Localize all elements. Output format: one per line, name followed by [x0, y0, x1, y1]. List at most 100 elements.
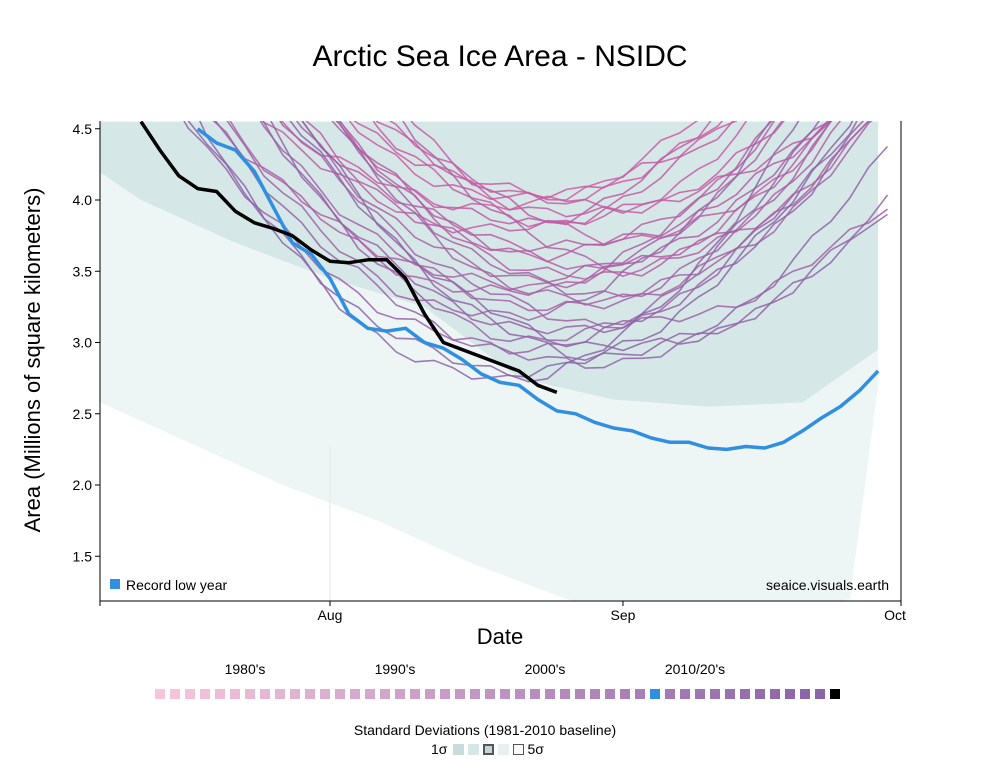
year-toggle[interactable] — [605, 689, 615, 699]
decade-label-2000s: 2000's — [524, 661, 566, 677]
year-toggle[interactable] — [500, 689, 510, 699]
year-toggle[interactable] — [410, 689, 420, 699]
historical-year-line — [187, 121, 854, 378]
std-dev-legend-title: Standard Deviations (1981-2010 baseline) — [353, 722, 617, 738]
historical-year-line — [410, 121, 833, 246]
year-toggle[interactable] — [245, 689, 255, 699]
historical-year-line — [372, 121, 748, 228]
historical-year-line — [183, 121, 858, 355]
std-dev-1-toggle[interactable] — [453, 743, 465, 755]
x-tick-label: Oct — [884, 607, 906, 623]
year-toggle[interactable] — [755, 689, 765, 699]
historical-year-line — [212, 121, 889, 369]
y-tick-label: 2.0 — [73, 477, 93, 493]
std-dev-5-toggle[interactable] — [513, 743, 525, 755]
year-toggle[interactable] — [830, 689, 840, 699]
year-toggle[interactable] — [380, 689, 390, 699]
chart-area: 1.5 2.0 2.5 3.0 3.5 4.0 4.5 Aug Sep Oct Date Are… — [20, 121, 906, 649]
source-credit: seaice.visuals.earth — [766, 577, 889, 593]
year-toggle[interactable] — [545, 689, 555, 699]
y-axis-ticks: 1.5 2.0 2.5 3.0 3.5 4.0 4.5 — [73, 121, 100, 564]
year-toggle[interactable] — [560, 689, 570, 699]
y-tick-label: 1.5 — [73, 548, 93, 564]
year-toggle[interactable] — [215, 689, 225, 699]
year-toggle[interactable] — [515, 689, 525, 699]
historical-year-line — [261, 121, 735, 234]
decade-label-2010s: 2010/20's — [664, 661, 726, 677]
historical-year-line — [301, 121, 889, 362]
historical-year-line — [348, 121, 699, 201]
year-toggle[interactable] — [425, 689, 435, 699]
year-toggle[interactable] — [740, 689, 750, 699]
y-axis-label: Area (Millions of square kilometers) — [20, 188, 45, 533]
year-toggle[interactable] — [290, 689, 300, 699]
year-toggle[interactable] — [320, 689, 330, 699]
year-toggle[interactable] — [665, 689, 675, 699]
x-axis-ticks: Aug Sep Oct — [318, 601, 906, 623]
year-toggle[interactable] — [680, 689, 690, 699]
std-dev-4-toggle[interactable] — [498, 743, 510, 755]
record-low-year-line — [196, 127, 880, 452]
year-toggle[interactable] — [590, 689, 600, 699]
historical-year-line — [375, 121, 785, 218]
historical-year-line — [229, 121, 774, 297]
year-toggle[interactable] — [575, 689, 585, 699]
year-toggle[interactable] — [260, 689, 270, 699]
y-tick-label: 3.0 — [73, 335, 93, 351]
year-toggle[interactable] — [650, 689, 660, 699]
historical-year-line — [289, 121, 888, 352]
y-tick-label: 4.0 — [73, 192, 93, 208]
chart-title: Arctic Sea Ice Area - NSIDC — [312, 40, 688, 73]
historical-year-line — [339, 121, 712, 226]
historical-year-line — [279, 121, 888, 329]
year-toggle[interactable] — [350, 689, 360, 699]
year-selector — [155, 689, 840, 699]
year-toggle[interactable] — [455, 689, 465, 699]
year-toggle[interactable] — [200, 689, 210, 699]
plot-region — [100, 121, 889, 601]
historical-year-line — [305, 121, 776, 263]
historical-year-line — [335, 121, 873, 298]
year-toggle[interactable] — [230, 689, 240, 699]
year-toggle[interactable] — [725, 689, 735, 699]
historical-year-line — [226, 121, 772, 322]
y-tick-label: 2.5 — [73, 406, 93, 422]
decade-label-1990s: 1990's — [374, 661, 416, 677]
decade-label-1980s: 1980's — [224, 661, 266, 677]
year-toggle[interactable] — [170, 689, 180, 699]
year-toggle[interactable] — [155, 689, 165, 699]
year-toggle[interactable] — [785, 689, 795, 699]
std-dev-legend: 1σ 5σ — [431, 741, 544, 757]
historical-year-line — [353, 121, 738, 199]
year-toggle[interactable] — [695, 689, 705, 699]
year-toggle[interactable] — [815, 689, 825, 699]
historical-year-line — [270, 121, 821, 343]
std-dev-3-toggle[interactable] — [483, 743, 495, 755]
year-toggle[interactable] — [485, 689, 495, 699]
std-dev-2-toggle[interactable] — [468, 743, 480, 755]
year-toggle[interactable] — [365, 689, 375, 699]
year-toggle[interactable] — [530, 689, 540, 699]
std-dev-min-label: 1σ — [431, 741, 448, 757]
record-low-legend-swatch — [110, 579, 120, 589]
historical-year-line — [295, 121, 784, 284]
year-toggle[interactable] — [305, 689, 315, 699]
year-toggle[interactable] — [335, 689, 345, 699]
historical-year-line — [199, 121, 800, 383]
year-toggle[interactable] — [800, 689, 810, 699]
year-toggle[interactable] — [770, 689, 780, 699]
year-toggle[interactable] — [620, 689, 630, 699]
historical-year-line — [402, 121, 842, 269]
year-toggle[interactable] — [185, 689, 195, 699]
x-tick-label: Sep — [610, 607, 635, 623]
year-toggle[interactable] — [440, 689, 450, 699]
year-toggle[interactable] — [275, 689, 285, 699]
y-tick-label: 4.5 — [73, 121, 93, 137]
historical-year-line — [331, 121, 833, 306]
year-toggle[interactable] — [395, 689, 405, 699]
year-toggle[interactable] — [635, 689, 645, 699]
year-toggle[interactable] — [710, 689, 720, 699]
historical-year-line — [214, 121, 832, 291]
x-tick-label: Aug — [318, 607, 343, 623]
year-toggle[interactable] — [470, 689, 480, 699]
